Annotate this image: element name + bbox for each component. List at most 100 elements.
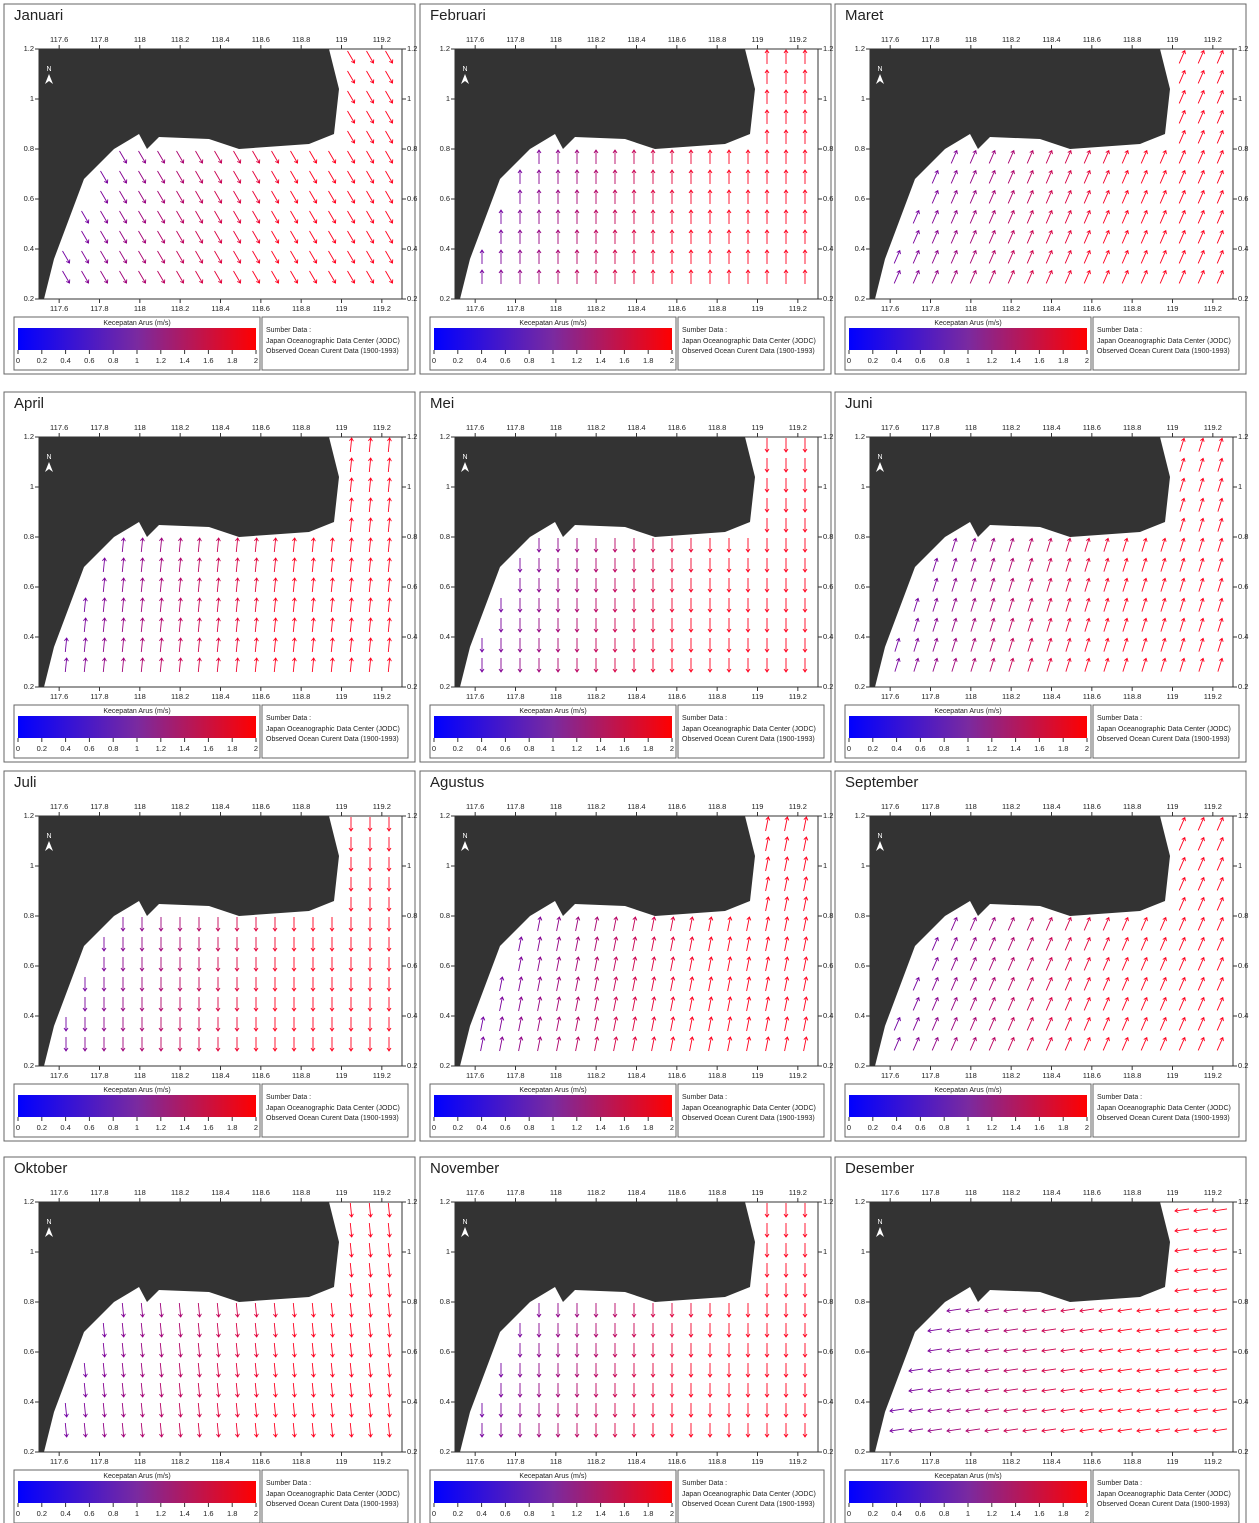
lon-label: 117.8 [90,1071,108,1080]
map-panel: MeiN117.6117.6117.8117.8118118118.2118.2… [419,391,833,763]
current-arrow [783,1203,789,1218]
current-arrow [271,250,280,264]
lat-label: 0.6 [823,1347,833,1356]
current-arrow [1064,169,1072,184]
lat-label: 0.2 [440,294,450,303]
current-arrow [159,1342,164,1358]
colorbar-label: 0.4 [60,1123,70,1132]
current-arrow [140,1302,145,1318]
current-arrow [291,1017,297,1032]
current-arrow [517,269,523,284]
current-arrow [631,598,637,613]
current-arrow [689,1036,695,1052]
colorbar [434,328,672,350]
current-arrow [1122,577,1129,592]
current-arrow [765,896,771,912]
current-arrow [1121,229,1129,244]
current-arrow [803,1016,809,1032]
current-arrow [157,190,166,204]
current-arrow [518,936,524,952]
lon-label: 118.6 [668,1457,686,1466]
current-arrow [764,618,770,633]
current-arrow [1083,249,1091,264]
lat-label: 0.6 [440,582,450,591]
current-arrow [1217,657,1224,672]
current-arrow [330,597,335,613]
current-arrow [574,169,580,184]
lat-label: 0.4 [440,244,450,253]
current-arrow [157,250,166,264]
current-arrow [555,1323,561,1338]
current-arrow [349,1282,354,1298]
current-arrow [707,598,713,613]
current-arrow [783,498,789,513]
lat-label: 0.6 [407,194,417,203]
lon-label: 118 [965,1071,977,1080]
lon-label: 118.4 [211,1071,229,1080]
current-arrow [555,1303,561,1318]
current-arrow [669,269,675,284]
current-arrow [536,658,542,673]
current-arrow [1193,1208,1209,1214]
current-arrow [349,1422,354,1438]
current-arrow [1084,637,1091,652]
current-arrow [783,1263,789,1278]
current-arrow [927,1328,943,1334]
lat-label: 0.2 [823,294,833,303]
current-arrow [121,1342,126,1358]
current-arrow [140,1322,145,1338]
current-arrow [745,149,751,164]
current-arrow [746,916,752,932]
current-arrow [235,1322,240,1338]
current-arrow [1178,269,1186,284]
current-arrow [612,1323,618,1338]
current-arrow [593,1363,599,1378]
current-arrow [1079,1408,1095,1414]
lat-label: 0.6 [855,961,865,970]
current-arrow [783,129,789,144]
current-arrow [726,249,732,264]
current-arrow [139,957,145,972]
current-arrow [1045,169,1053,184]
lon-label: 117.8 [506,1071,524,1080]
current-arrow [235,617,240,633]
colorbar-label: 0.8 [939,1509,949,1518]
current-arrow [951,617,958,632]
current-arrow [764,1203,770,1218]
current-arrow [1136,1388,1152,1394]
current-arrow [216,1322,221,1338]
current-arrow [311,1382,316,1398]
current-arrow [178,557,183,573]
current-arrow [349,597,354,613]
current-arrow [932,597,939,612]
current-arrow [593,1423,599,1438]
lat-label: 0.4 [407,244,417,253]
current-arrow [950,976,958,991]
current-arrow [726,269,732,284]
source-line: Japan Oceanographic Data Center (JODC) [266,338,400,345]
current-arrow [197,537,202,553]
current-arrow [254,577,259,593]
current-arrow [157,170,166,184]
source-line: Japan Oceanographic Data Center (JODC) [1097,726,1231,733]
current-arrow [689,916,695,932]
current-arrow [197,657,202,673]
lon-label: 118.6 [1083,35,1101,44]
current-arrow [802,518,808,533]
current-arrow [348,897,354,912]
current-arrow [386,917,392,932]
current-arrow [1140,269,1148,284]
current-arrow [1216,109,1224,124]
current-arrow [1216,149,1224,164]
current-arrow [292,657,297,673]
current-arrow [931,229,939,244]
current-arrow [121,657,126,673]
lon-label: 118.2 [171,802,189,811]
current-arrow [517,1323,523,1338]
current-arrow [1046,557,1053,572]
current-arrow [727,936,733,952]
current-arrow [158,957,164,972]
current-arrow [1178,996,1186,1011]
current-arrow [631,1423,637,1438]
lon-label: 118.8 [1123,1071,1141,1080]
